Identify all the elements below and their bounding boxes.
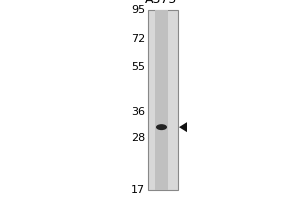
Polygon shape [179,122,187,132]
Text: 95: 95 [131,5,145,15]
Text: 72: 72 [131,34,145,44]
Ellipse shape [156,124,167,130]
Text: 36: 36 [131,107,145,117]
Bar [148,10,178,190]
Text: A375: A375 [145,0,178,6]
Text: 28: 28 [131,133,145,143]
Text: 55: 55 [131,62,145,72]
Bar [155,10,168,190]
Text: 17: 17 [131,185,145,195]
